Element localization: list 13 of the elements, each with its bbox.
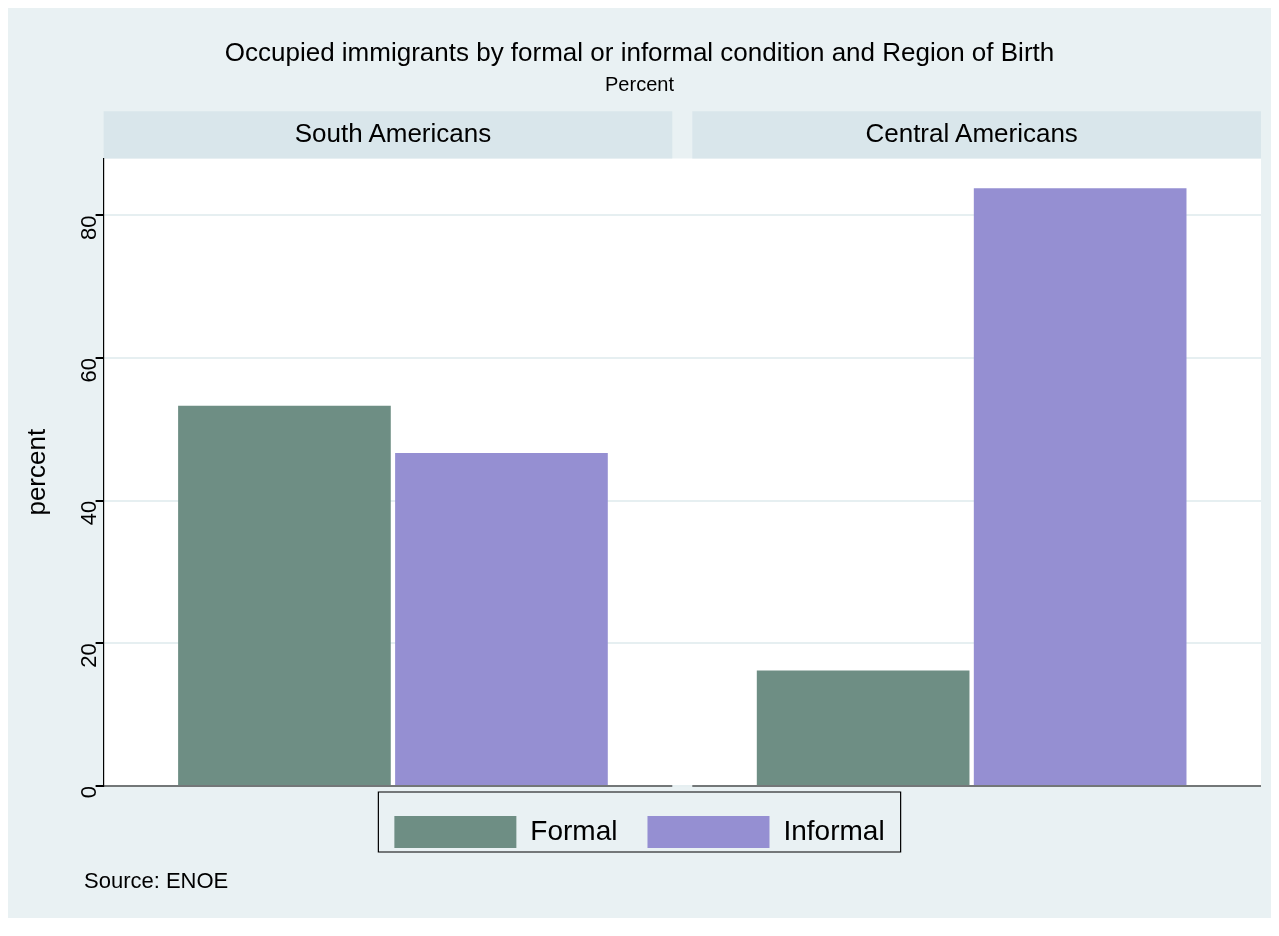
- y-tick-label: 0: [75, 786, 101, 799]
- legend-label: Informal: [783, 814, 885, 846]
- y-tick-label: 60: [75, 358, 101, 383]
- x-tick-label: South Americans: [294, 117, 492, 148]
- legend-label: Formal: [530, 814, 618, 846]
- y-tick-label: 40: [75, 500, 101, 526]
- x-tick-label: Central Americans: [865, 117, 1078, 148]
- chart-title: Occupied immigrants by formal or informal condition and Region of Birth: [224, 36, 1055, 67]
- y-axis-title: percent: [20, 428, 51, 516]
- y-tick-label: 80: [75, 215, 101, 240]
- source-note: Source: ENOE: [84, 868, 230, 894]
- chart-subtitle: Percent: [605, 72, 675, 95]
- y-tick-label: 20: [75, 643, 101, 668]
